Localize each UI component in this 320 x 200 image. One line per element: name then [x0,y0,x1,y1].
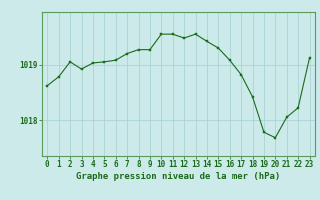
X-axis label: Graphe pression niveau de la mer (hPa): Graphe pression niveau de la mer (hPa) [76,172,281,181]
